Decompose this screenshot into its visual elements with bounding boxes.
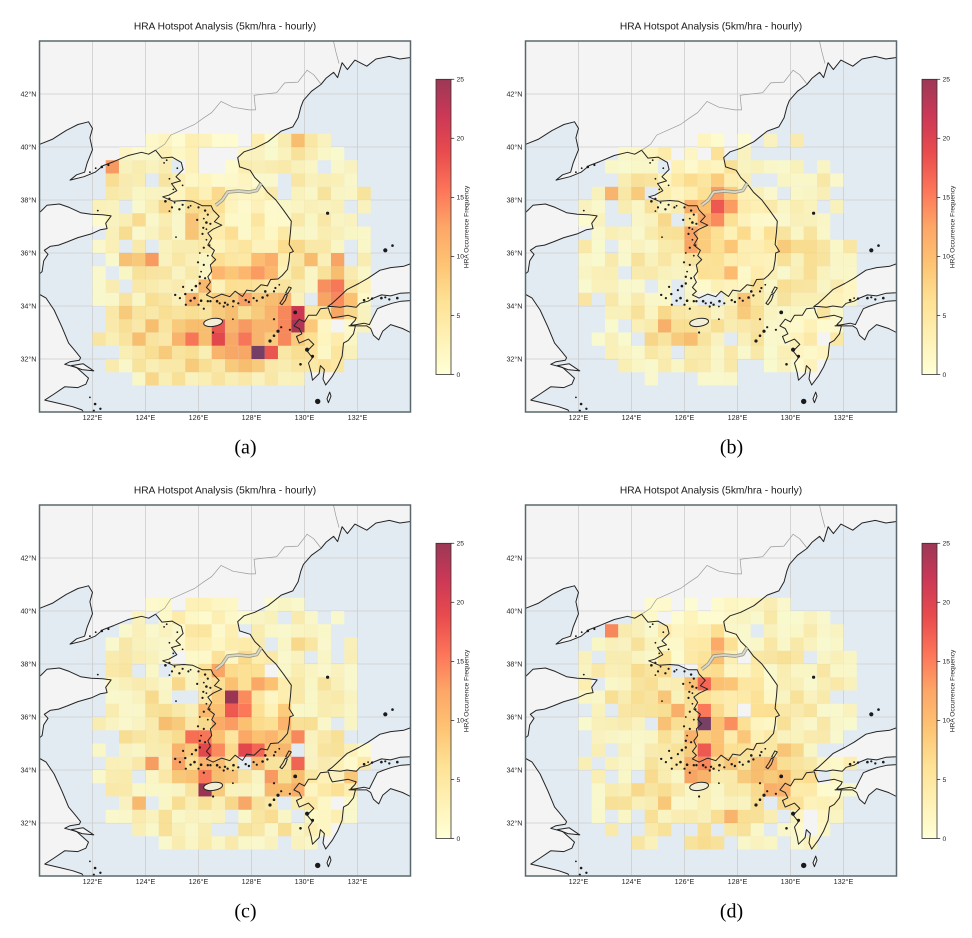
svg-text:130°E: 130°E [295,413,315,422]
svg-text:126°E: 126°E [675,877,695,886]
svg-text:20: 20 [943,600,951,607]
svg-text:20: 20 [943,136,951,143]
svg-text:128°E: 128°E [728,413,748,422]
svg-text:0: 0 [943,836,947,843]
svg-text:128°E: 128°E [242,877,262,886]
svg-text:122°E: 122°E [83,877,103,886]
svg-text:130°E: 130°E [781,413,801,422]
svg-text:HRA Occurrence Frequency: HRA Occurrence Frequency [950,185,957,268]
svg-text:15: 15 [457,195,465,202]
svg-text:0: 0 [943,372,947,379]
svg-text:5: 5 [943,313,947,320]
svg-text:34°N: 34°N [20,766,36,775]
svg-text:HRA Hotspot Analysis (5km/hra: HRA Hotspot Analysis (5km/hra - hourly) [620,486,802,497]
svg-text:122°E: 122°E [569,877,589,886]
svg-text:5: 5 [457,777,461,784]
svg-text:132°E: 132°E [348,877,368,886]
svg-text:HRA Occurrence Frequency: HRA Occurrence Frequency [950,649,957,732]
svg-text:36°N: 36°N [20,713,36,722]
svg-text:(a): (a) [234,437,256,459]
svg-text:10: 10 [457,718,465,725]
svg-text:126°E: 126°E [189,877,209,886]
svg-text:HRA Occurrence Frequency: HRA Occurrence Frequency [464,649,471,732]
svg-text:128°E: 128°E [242,413,262,422]
svg-text:10: 10 [457,254,465,261]
svg-text:10: 10 [943,254,951,261]
svg-text:122°E: 122°E [83,413,103,422]
svg-text:42°N: 42°N [506,90,522,99]
svg-text:HRA Hotspot Analysis (5km/hra: HRA Hotspot Analysis (5km/hra - hourly) [134,22,316,33]
svg-text:0: 0 [457,372,461,379]
svg-text:42°N: 42°N [20,90,36,99]
svg-text:34°N: 34°N [506,766,522,775]
svg-text:(d): (d) [720,901,743,923]
svg-text:(c): (c) [234,901,256,923]
svg-text:5: 5 [943,777,947,784]
svg-text:42°N: 42°N [506,554,522,563]
svg-text:126°E: 126°E [675,413,695,422]
svg-text:25: 25 [943,77,951,84]
svg-text:34°N: 34°N [506,302,522,311]
svg-text:25: 25 [457,77,465,84]
svg-text:25: 25 [457,541,465,548]
svg-text:32°N: 32°N [506,819,522,828]
svg-text:15: 15 [943,195,951,202]
svg-text:38°N: 38°N [506,660,522,669]
svg-text:HRA Hotspot Analysis (5km/hra: HRA Hotspot Analysis (5km/hra - hourly) [134,486,316,497]
svg-text:36°N: 36°N [506,249,522,258]
svg-text:132°E: 132°E [348,413,368,422]
svg-text:38°N: 38°N [20,660,36,669]
svg-text:38°N: 38°N [20,196,36,205]
svg-text:HRA Occurrence Frequency: HRA Occurrence Frequency [464,185,471,268]
svg-text:20: 20 [457,136,465,143]
svg-text:0: 0 [457,836,461,843]
svg-text:32°N: 32°N [20,819,36,828]
svg-text:126°E: 126°E [189,413,209,422]
svg-text:40°N: 40°N [20,143,36,152]
svg-text:40°N: 40°N [20,607,36,616]
svg-text:124°E: 124°E [622,413,642,422]
svg-text:128°E: 128°E [728,877,748,886]
svg-text:HRA Hotspot Analysis (5km/hra: HRA Hotspot Analysis (5km/hra - hourly) [620,22,802,33]
svg-text:124°E: 124°E [136,413,156,422]
svg-text:38°N: 38°N [506,196,522,205]
svg-text:130°E: 130°E [295,877,315,886]
svg-text:36°N: 36°N [20,249,36,258]
svg-text:15: 15 [943,659,951,666]
svg-text:124°E: 124°E [136,877,156,886]
svg-text:132°E: 132°E [834,413,854,422]
svg-text:40°N: 40°N [506,143,522,152]
svg-text:32°N: 32°N [20,355,36,364]
svg-text:15: 15 [457,659,465,666]
svg-text:36°N: 36°N [506,713,522,722]
svg-text:5: 5 [457,313,461,320]
svg-text:25: 25 [943,541,951,548]
svg-text:(b): (b) [720,437,743,459]
svg-text:32°N: 32°N [506,355,522,364]
svg-text:124°E: 124°E [622,877,642,886]
svg-text:122°E: 122°E [569,413,589,422]
svg-text:10: 10 [943,718,951,725]
svg-text:130°E: 130°E [781,877,801,886]
svg-text:42°N: 42°N [20,554,36,563]
svg-text:34°N: 34°N [20,302,36,311]
svg-text:40°N: 40°N [506,607,522,616]
svg-text:20: 20 [457,600,465,607]
svg-text:132°E: 132°E [834,877,854,886]
